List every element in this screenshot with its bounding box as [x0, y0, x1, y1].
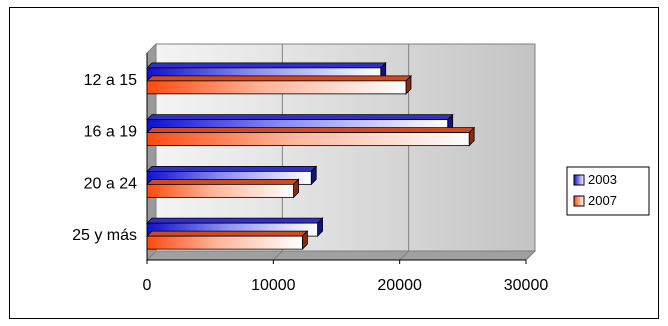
x-tick-label: 0	[143, 277, 152, 294]
bar-top-2007	[146, 230, 309, 237]
bar-2007	[146, 80, 407, 95]
category-label: 20 a 24	[84, 175, 137, 192]
bar-2007	[146, 235, 303, 250]
bar-top-2003	[146, 114, 454, 121]
category-labels: 12 a 15 16 a 19 20 a 24 25 y más	[72, 72, 137, 244]
bar-2007	[146, 183, 294, 198]
gridline-floor	[272, 250, 283, 261]
bar-chart: 12 a 15 16 a 19 20 a 24 25 y más 0 10000 2000…	[72, 42, 650, 294]
legend-swatch-2003	[573, 174, 585, 186]
floor	[145, 250, 537, 261]
bar-top-2003	[146, 165, 318, 172]
x-tick-labels: 0 10000 20000 30000	[143, 260, 549, 294]
bar-top-2003	[146, 217, 324, 224]
plot-area	[145, 42, 537, 262]
category-label: 16 a 19	[84, 124, 137, 141]
x-tick-label: 10000	[251, 277, 296, 294]
bar-top-2003	[146, 62, 387, 69]
x-tick-label: 20000	[377, 277, 422, 294]
chart-frame: 12 a 15 16 a 19 20 a 24 25 y más 0 10000 2000…	[9, 7, 659, 319]
category-label: 12 a 15	[84, 72, 137, 89]
legend: 2003 2007	[566, 166, 650, 216]
legend-swatch-2007	[573, 195, 585, 207]
gridline-floor	[525, 250, 536, 261]
bar-2007	[146, 132, 470, 147]
bar-top-2007	[146, 75, 412, 82]
legend-label-2007: 2007	[588, 193, 617, 208]
x-tick-label: 30000	[504, 277, 549, 294]
bar-top-2007	[146, 178, 300, 185]
bar-top-2007	[146, 127, 476, 134]
legend-label-2003: 2003	[588, 172, 617, 187]
category-label: 25 y más	[72, 227, 137, 244]
gridline-floor	[399, 250, 410, 261]
